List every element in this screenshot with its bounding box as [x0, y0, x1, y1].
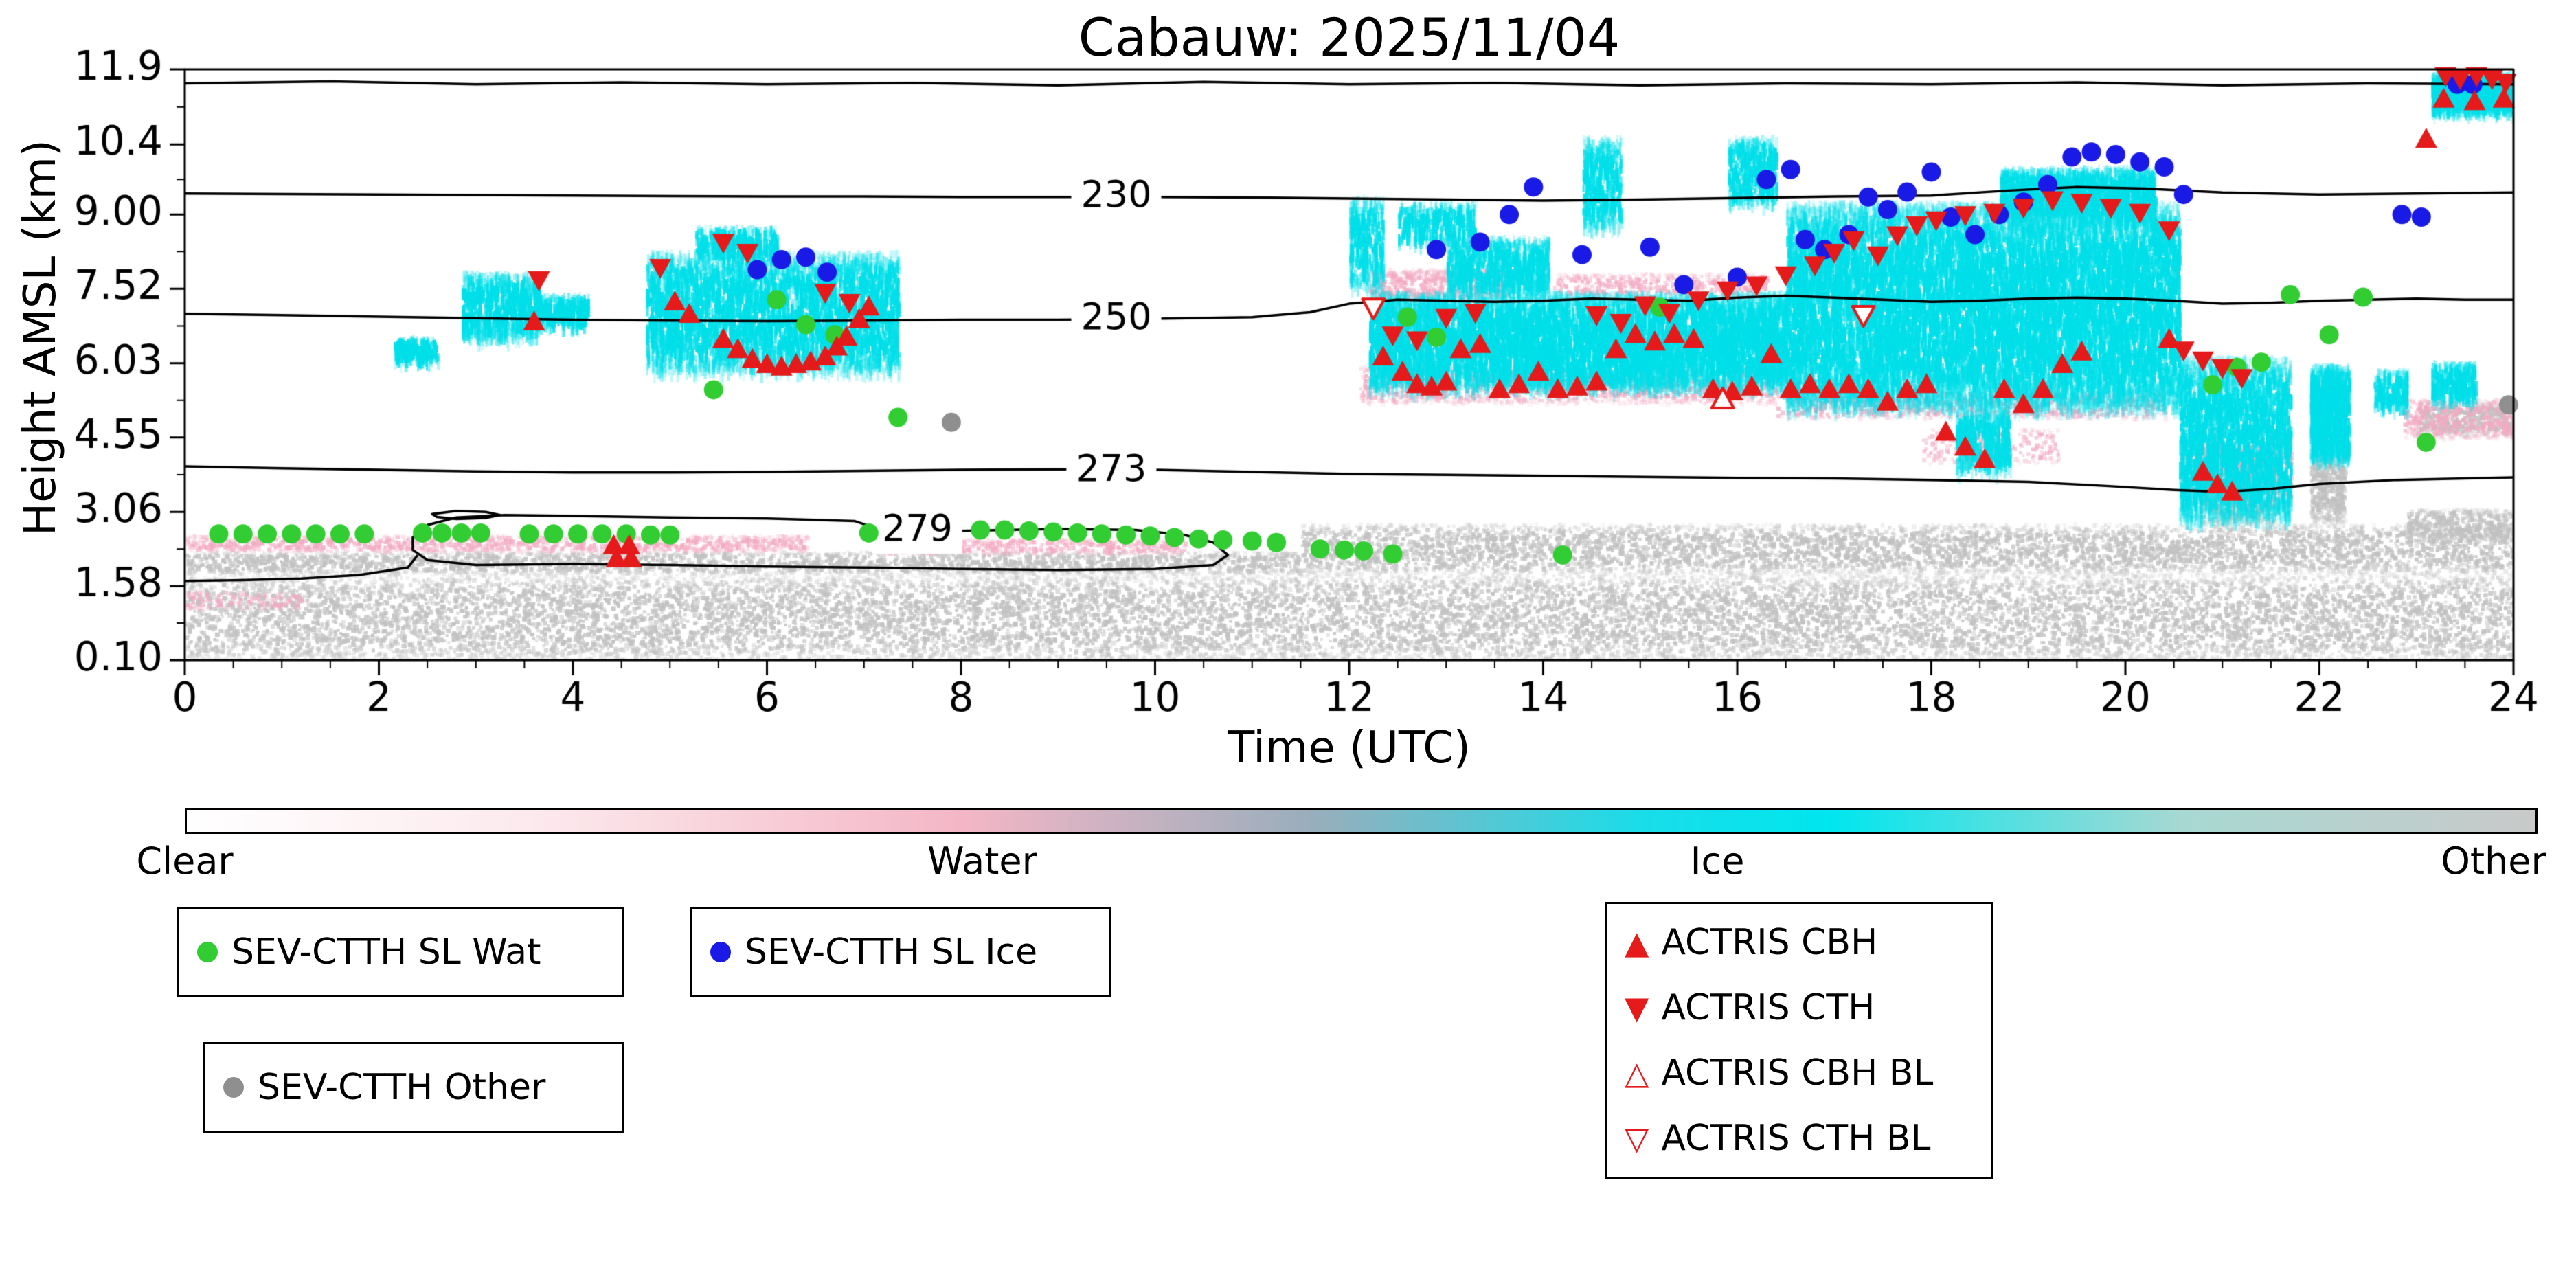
legend-label: ACTRIS CBH BL [1661, 1052, 1934, 1094]
legend-sev-ctth-sl-wat: SEV-CTTH SL Wat [177, 907, 624, 997]
x-axis-label: Time (UTC) [1228, 723, 1471, 773]
blue-circle-icon [710, 942, 731, 962]
legend-label: ACTRIS CBH [1661, 921, 1878, 963]
colorbar-labels: Clear Water Ice Other [0, 839, 2576, 888]
legend-item-actris-cth-bl: ▽ ACTRIS CTH BL [1625, 1118, 1985, 1159]
legend-item-actris-cbh-bl: △ ACTRIS CBH BL [1625, 1052, 1985, 1094]
legend-item-actris-cbh: ▲ ACTRIS CBH [1625, 922, 1985, 963]
green-circle-icon [197, 942, 218, 962]
gray-circle-icon [223, 1077, 244, 1098]
colorbar-label-ice: Ice [1690, 839, 1745, 883]
legend-label: SEV-CTTH Other [258, 1067, 546, 1108]
triangle-up-open-icon: △ [1625, 1054, 1649, 1092]
colorbar-label-clear: Clear [136, 839, 234, 883]
legend-item-actris-cth: ▼ ACTRIS CTH [1625, 987, 1985, 1028]
colorbar-label-water: Water [927, 839, 1037, 883]
triangle-down-filled-icon: ▼ [1625, 988, 1649, 1026]
y-axis-label: Height AMSL (km) [15, 139, 66, 536]
triangle-down-open-icon: ▽ [1625, 1120, 1649, 1157]
colorbar-label-other: Other [2441, 839, 2546, 883]
triangle-up-filled-icon: ▲ [1625, 923, 1649, 961]
legend-label: ACTRIS CTH [1661, 986, 1875, 1028]
legend-label: SEV-CTTH SL Wat [231, 931, 541, 973]
classification-colorbar [185, 808, 2538, 834]
legend-actris: ▲ ACTRIS CBH ▼ ACTRIS CTH △ ACTRIS CBH BL ▽ ACT… [1605, 902, 1993, 1179]
legend-sev-ctth-sl-ice: SEV-CTTH SL Ice [690, 907, 1111, 997]
page-title: Cabauw: 2025/11/04 [1078, 7, 1620, 68]
legend-sev-ctth-other: SEV-CTTH Other [203, 1042, 624, 1133]
legend-label: ACTRIS CTH BL [1661, 1118, 1931, 1160]
legend-label: SEV-CTTH SL Ice [745, 931, 1038, 973]
